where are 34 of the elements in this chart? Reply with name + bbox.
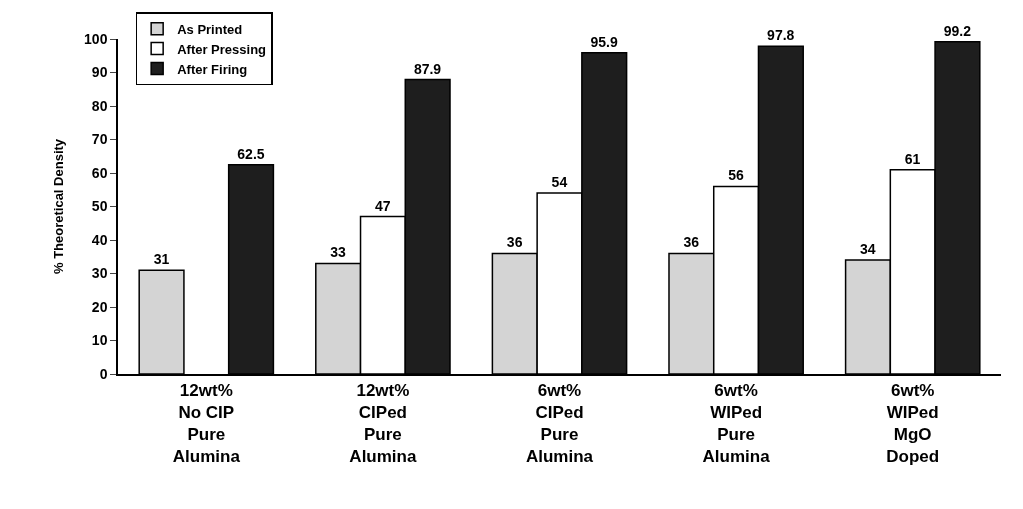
x-tick-label: 6wt% WIPed MgO Doped bbox=[886, 381, 940, 467]
y-tick-label: 20 bbox=[91, 298, 108, 315]
data-label: 95.9 bbox=[590, 33, 618, 50]
y-tick-label: 0 bbox=[99, 365, 108, 382]
x-tick-label: 12wt% No CIP Pure Alumina bbox=[172, 381, 241, 467]
data-label: 99.2 bbox=[943, 22, 972, 39]
y-tick-label: 60 bbox=[91, 164, 108, 181]
data-label: 61 bbox=[904, 150, 921, 167]
data-label: 62.5 bbox=[237, 145, 265, 162]
y-tick-label: 10 bbox=[91, 332, 108, 349]
x-tick-label: 6wt% CIPed Pure Alumina bbox=[525, 381, 594, 467]
legend-label: After Firing bbox=[177, 61, 248, 77]
data-label: 31 bbox=[153, 251, 170, 268]
data-label: 56 bbox=[728, 167, 744, 184]
data-label: 36 bbox=[506, 234, 523, 251]
data-label: 36 bbox=[683, 234, 700, 251]
y-axis-title: % Theoretical Density bbox=[50, 138, 66, 275]
data-label: 87.9 bbox=[413, 60, 442, 77]
data-label: 97.8 bbox=[767, 27, 795, 44]
data-label: 33 bbox=[330, 244, 347, 261]
y-tick-label: 80 bbox=[91, 97, 108, 114]
y-tick-label: 90 bbox=[91, 64, 108, 81]
y-tick-label: 100 bbox=[84, 30, 108, 47]
x-tick-label: 6wt% WIPed Pure Alumina bbox=[702, 381, 771, 467]
y-tick-label: 40 bbox=[91, 231, 108, 248]
legend-label: As Printed bbox=[177, 21, 243, 37]
data-label: 54 bbox=[551, 174, 568, 191]
data-label: 34 bbox=[860, 241, 876, 258]
y-tick-label: 30 bbox=[91, 265, 108, 282]
x-tick-label: 12wt% CIPed Pure Alumina bbox=[349, 381, 417, 467]
y-tick-label: 70 bbox=[91, 131, 108, 148]
legend-label: After Pressing bbox=[177, 41, 267, 57]
data-label: 47 bbox=[375, 197, 391, 214]
y-tick-label: 50 bbox=[91, 198, 108, 215]
